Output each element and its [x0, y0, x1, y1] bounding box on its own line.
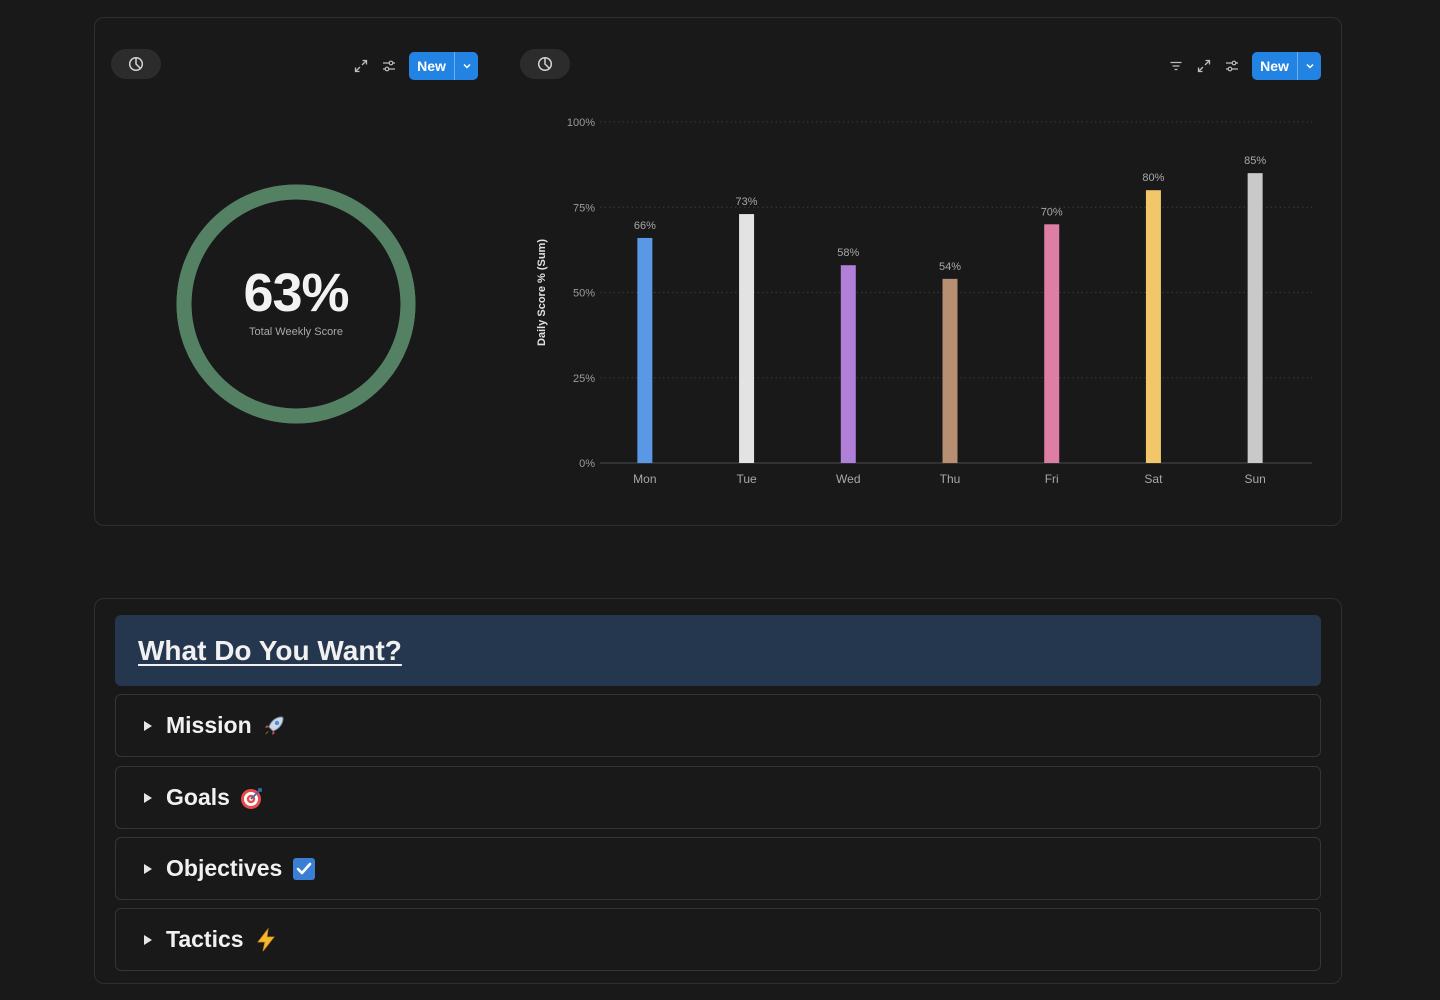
toggle-label: Mission: [166, 712, 252, 738]
lightning-icon: [253, 927, 279, 953]
chart-icon: [128, 56, 144, 72]
data-label: 80%: [1142, 172, 1164, 184]
bar-thu: [942, 278, 958, 463]
toggle-label: Tactics: [166, 926, 244, 952]
section-header: What Do You Want?: [115, 615, 1321, 686]
bar-tue: [739, 214, 755, 463]
toggle-triangle-icon[interactable]: [144, 863, 152, 874]
bar-fri: [1044, 224, 1060, 463]
charts-panel: New New: [94, 17, 1342, 526]
expand-icon[interactable]: [350, 55, 372, 77]
x-tick-label: Tue: [736, 472, 757, 486]
new-button-label: New: [417, 58, 446, 74]
weekly-score-donut: 63% Total Weekly Score: [175, 183, 417, 425]
toggle-mission[interactable]: Mission: [115, 694, 1321, 757]
checkbox-icon: [291, 856, 317, 882]
what-do-you-want-panel: What Do You Want? Mission Goals: [94, 598, 1342, 984]
chevron-down-icon[interactable]: [1297, 52, 1321, 80]
toggle-label: Objectives: [166, 855, 283, 881]
data-label: 54%: [939, 261, 961, 273]
new-button-label: New: [1260, 58, 1289, 74]
settings-sliders-icon[interactable]: [378, 55, 400, 77]
y-tick-label: 25%: [573, 373, 595, 385]
expand-icon[interactable]: [1193, 55, 1215, 77]
toggle-tactics[interactable]: Tactics: [115, 908, 1321, 971]
toggle-triangle-icon[interactable]: [144, 934, 152, 945]
toggle-goals[interactable]: Goals: [115, 766, 1321, 829]
target-icon: [239, 785, 265, 811]
weekly-score-label: Total Weekly Score: [249, 326, 343, 338]
toggle-triangle-icon[interactable]: [144, 792, 152, 803]
data-label: 85%: [1244, 155, 1266, 167]
data-label: 58%: [837, 247, 859, 259]
toggle-triangle-icon[interactable]: [144, 720, 152, 731]
toggle-label: Goals: [166, 784, 230, 810]
new-button-left[interactable]: New: [409, 52, 478, 80]
x-tick-label: Sun: [1244, 472, 1265, 486]
y-tick-label: 50%: [573, 288, 595, 300]
weekly-score-value: 63%: [243, 263, 349, 323]
data-label: 66%: [634, 220, 656, 232]
data-label: 70%: [1041, 206, 1063, 218]
donut-progress-arc: [176, 184, 416, 424]
y-tick-label: 0%: [579, 458, 595, 470]
new-button-right[interactable]: New: [1252, 52, 1321, 80]
x-tick-label: Sat: [1144, 472, 1163, 486]
x-tick-label: Thu: [940, 472, 961, 486]
y-axis-title: Daily Score % (Sum): [536, 239, 548, 346]
daily-score-bar-chart: 0% 25% 50% 75% 100% Daily Score % (Sum) 66% Mon…: [536, 117, 1312, 486]
data-label: 73%: [736, 196, 758, 208]
x-tick-label: Wed: [836, 472, 860, 486]
bar-wed: [840, 265, 856, 463]
x-tick-label: Fri: [1045, 472, 1059, 486]
chart-icon: [537, 56, 553, 72]
chart-view-tab-right[interactable]: [520, 49, 570, 79]
rocket-icon: [261, 713, 287, 739]
bar-sun: [1247, 173, 1263, 463]
section-title[interactable]: What Do You Want?: [138, 634, 402, 666]
chevron-down-icon[interactable]: [454, 52, 478, 80]
y-tick-label: 75%: [573, 202, 595, 214]
settings-sliders-icon[interactable]: [1221, 55, 1243, 77]
x-tick-label: Mon: [633, 472, 656, 486]
donut-ring: [176, 184, 416, 424]
y-tick-label: 100%: [567, 117, 595, 129]
bar-sat: [1145, 190, 1161, 463]
filter-icon[interactable]: [1165, 55, 1187, 77]
toggle-objectives[interactable]: Objectives: [115, 837, 1321, 900]
chart-view-tab-left[interactable]: [111, 49, 161, 79]
bar-mon: [637, 237, 653, 463]
